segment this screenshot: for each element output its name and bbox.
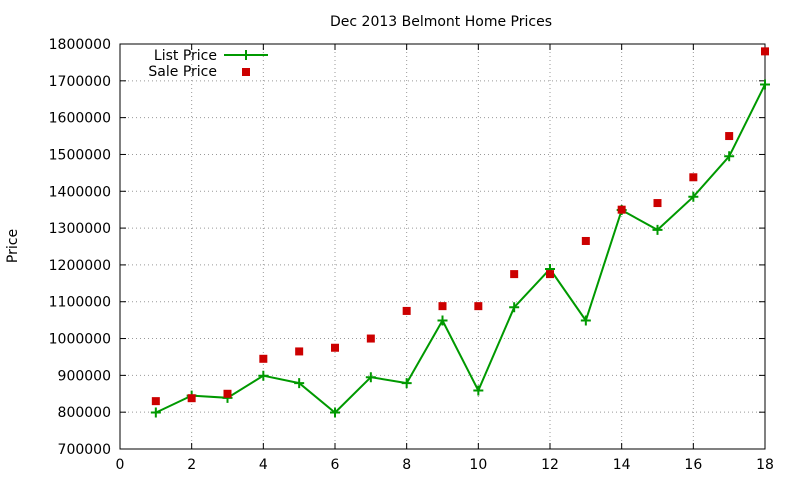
y-tick-label: 1000000	[49, 332, 111, 348]
x-tick-label: 0	[116, 457, 125, 473]
sale-price-point	[510, 270, 519, 279]
list-price-point	[652, 224, 663, 235]
list-price-point	[473, 385, 484, 396]
sale-price-point	[617, 205, 626, 214]
y-tick-label: 800000	[58, 405, 111, 421]
legend-label-sale-price: Sale Price	[148, 64, 217, 80]
y-tick-label: 1400000	[49, 184, 111, 200]
list-price-point	[294, 378, 305, 389]
x-tick-label: 16	[684, 457, 702, 473]
plot-frame	[119, 43, 766, 450]
x-tick-label: 14	[613, 457, 631, 473]
y-tick-label: 1700000	[49, 74, 111, 90]
legend-marker-sale-price	[242, 68, 250, 76]
y-tick-label: 1800000	[49, 37, 111, 53]
sale-price-point	[474, 302, 483, 311]
sale-price-point	[331, 343, 339, 352]
x-tick-label: 6	[331, 457, 340, 473]
list-price-point	[437, 315, 448, 326]
sale-price-point	[366, 334, 375, 343]
axis-ticks: 0 2 4 6 8 10 12 14 16 18 700000 800000 900000 1000000…	[49, 37, 774, 473]
y-tick-label: 1500000	[49, 147, 111, 163]
sale-price-point	[653, 199, 662, 208]
x-tick-label: 8	[402, 457, 411, 473]
sale-price-point	[259, 354, 268, 363]
list-price-point	[724, 151, 735, 162]
list-price-point	[688, 191, 699, 202]
sale-price-point	[546, 270, 554, 279]
y-tick-label: 700000	[58, 442, 111, 458]
y-tick-label: 1300000	[49, 221, 111, 237]
sale-price-point	[295, 347, 304, 356]
list-price-point	[258, 370, 269, 381]
legend-marker-list-price	[241, 50, 251, 60]
x-tick-label: 4	[259, 457, 268, 473]
legend: List Price Sale Price	[148, 48, 268, 80]
sale-price-point	[187, 394, 196, 403]
x-tick-label: 12	[541, 457, 559, 473]
chart-title: Dec 2013 Belmont Home Prices	[330, 14, 552, 30]
list-price-point	[760, 79, 770, 90]
x-tick-label: 10	[469, 457, 487, 473]
y-tick-label: 1600000	[49, 111, 111, 127]
y-axis-label: Price	[5, 229, 21, 263]
y-tick-label: 1100000	[49, 295, 111, 311]
sale-price-point	[223, 389, 232, 398]
list-price-point	[150, 407, 161, 418]
list-price-point	[580, 315, 591, 326]
sale-price-point	[761, 47, 769, 56]
data-series	[150, 47, 770, 418]
list-price-point	[330, 407, 340, 418]
x-tick-label: 18	[756, 457, 774, 473]
list-price-point	[401, 378, 412, 389]
y-tick-label: 1200000	[49, 258, 111, 274]
sale-price-point	[438, 302, 447, 311]
y-tick-label: 900000	[58, 368, 111, 384]
sale-price-point	[725, 132, 734, 141]
sale-price-point	[402, 306, 411, 315]
sale-price-point	[689, 173, 698, 182]
x-tick-label: 2	[187, 457, 196, 473]
legend-label-list-price: List Price	[154, 48, 217, 64]
sale-price-point	[581, 236, 590, 245]
list-price-point	[509, 302, 520, 313]
list-price-line	[155, 84, 766, 414]
list-price-point	[365, 372, 376, 383]
sale-price-point	[151, 397, 160, 406]
